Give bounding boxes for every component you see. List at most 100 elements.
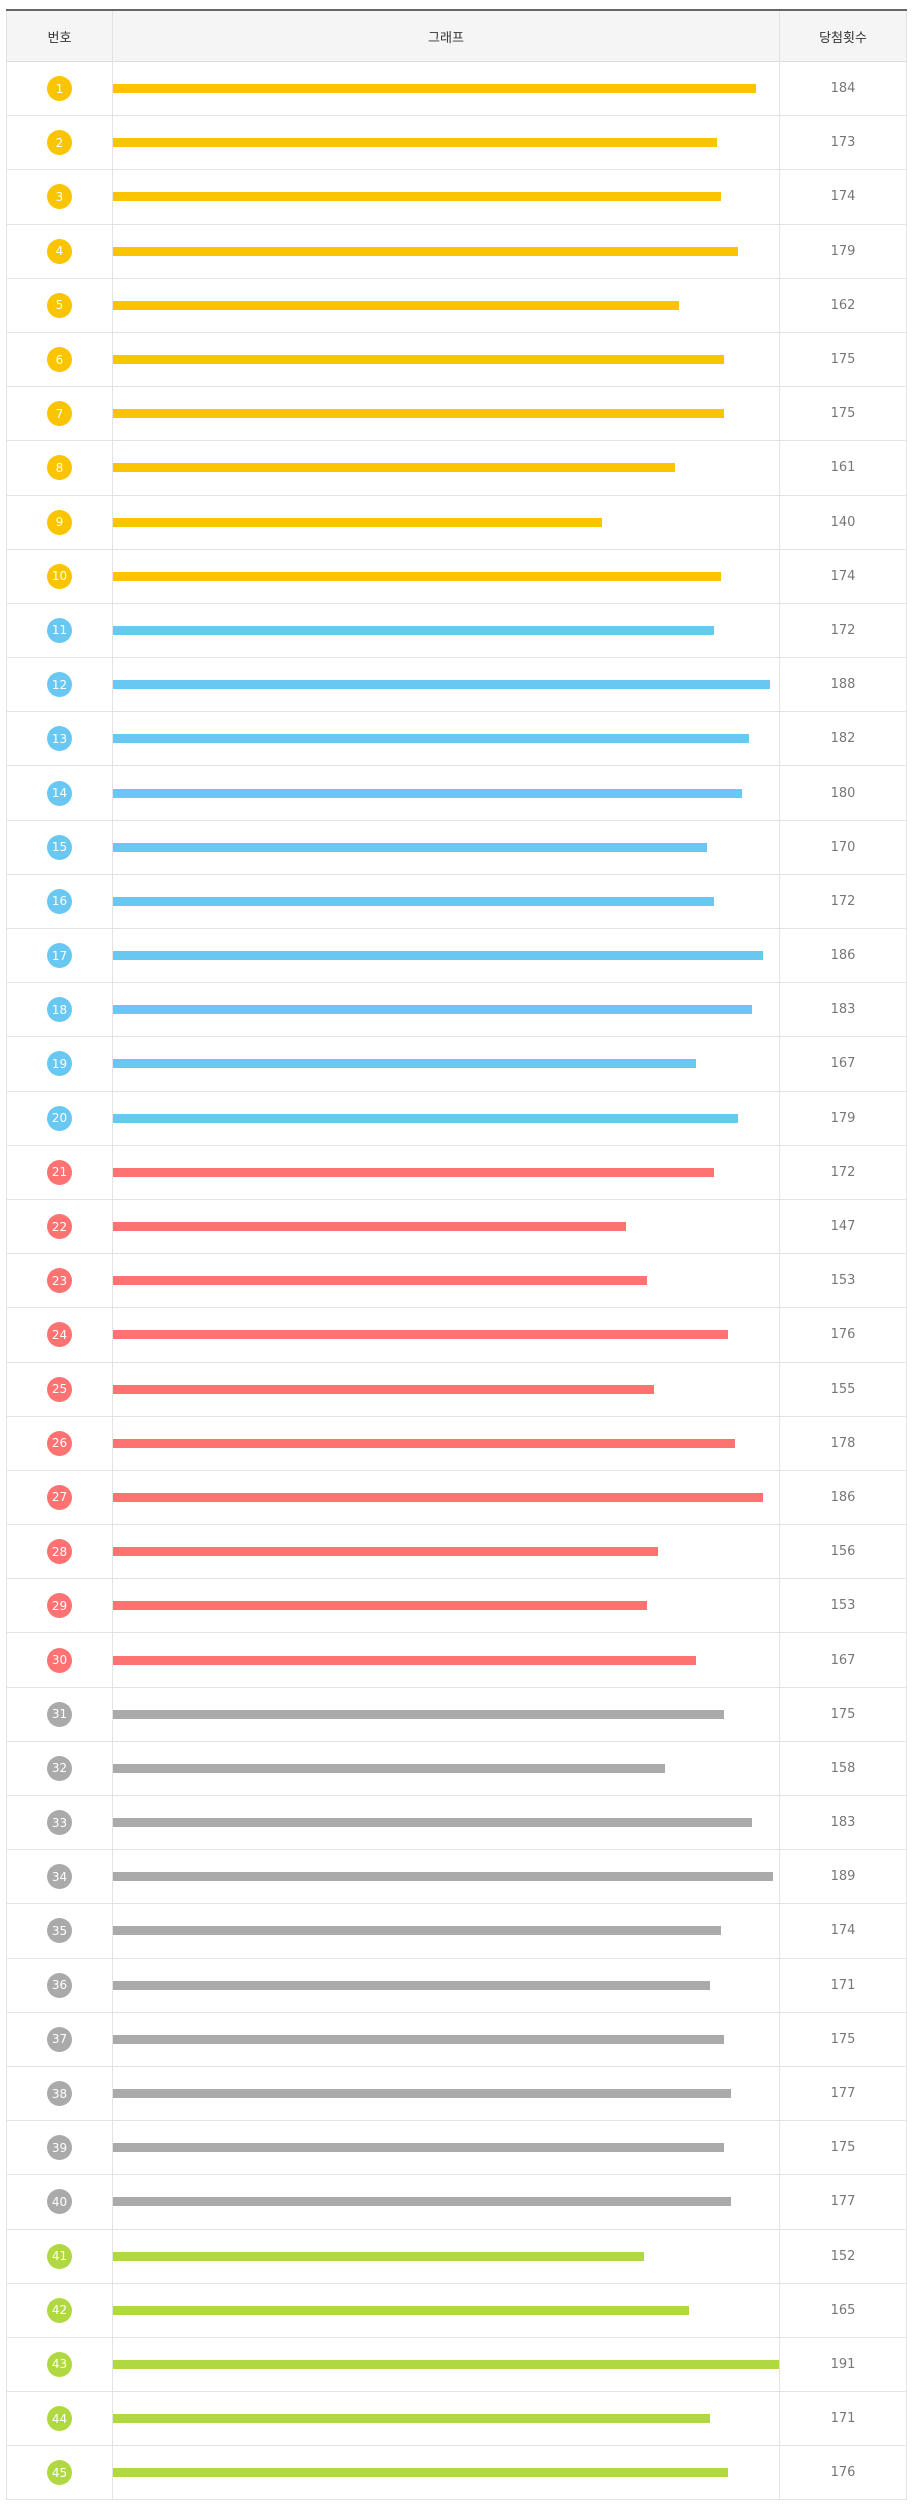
number-ball: 15 — [47, 834, 72, 860]
graph-cell — [112, 2283, 779, 2337]
header-cell: 당첨횟수 — [779, 11, 907, 61]
graph-cell — [112, 1199, 779, 1254]
data-row: 15 170 — [6, 820, 907, 875]
bar — [113, 2034, 725, 2044]
data-row: 32 158 — [6, 1741, 907, 1796]
count: 172 — [830, 622, 856, 638]
graph-cell — [112, 1904, 779, 1958]
count: 165 — [830, 2302, 856, 2318]
data-row: 37 175 — [6, 2012, 907, 2067]
number-cell: 15 — [6, 820, 112, 874]
data-row: 10 174 — [6, 549, 907, 604]
count: 172 — [830, 1164, 856, 1180]
number-ball: 22 — [47, 1214, 72, 1240]
count-cell: 175 — [779, 387, 907, 441]
number-cell: 40 — [6, 2175, 112, 2229]
number-ball: 35 — [47, 1918, 72, 1944]
graph-cell — [112, 441, 779, 495]
number-ball: 1 — [47, 76, 72, 102]
bar — [113, 1872, 774, 1882]
count-cell: 183 — [779, 1796, 907, 1850]
number-ball: 32 — [47, 1755, 72, 1781]
bar — [113, 1005, 753, 1015]
count: 153 — [830, 1273, 856, 1289]
number-cell: 17 — [6, 929, 112, 983]
graph-cell — [112, 2012, 779, 2066]
bar — [113, 2305, 690, 2315]
number-ball: 18 — [47, 997, 72, 1023]
count: 191 — [830, 2356, 856, 2372]
count: 174 — [830, 189, 856, 205]
number-cell: 38 — [6, 2066, 112, 2121]
bar — [113, 1709, 725, 1719]
number-ball: 38 — [47, 2081, 72, 2107]
number-ball: 16 — [47, 888, 72, 914]
data-row: 2 173 — [6, 116, 907, 171]
count: 176 — [830, 1327, 856, 1343]
bar — [113, 1384, 655, 1394]
bar — [113, 1330, 728, 1340]
bar — [113, 1059, 697, 1069]
number-ball: 7 — [47, 401, 72, 427]
count-cell: 173 — [779, 116, 907, 170]
number-ball: 27 — [47, 1484, 72, 1510]
bar — [113, 896, 714, 906]
graph-cell — [112, 1308, 779, 1362]
number-cell: 5 — [6, 278, 112, 332]
number-cell: 3 — [6, 170, 112, 224]
data-row: 16 172 — [6, 874, 907, 929]
count-cell: 182 — [779, 712, 907, 766]
count: 189 — [830, 1869, 856, 1885]
count-cell: 155 — [779, 1362, 907, 1416]
number-cell: 10 — [6, 549, 112, 603]
graph-cell — [112, 2175, 779, 2229]
count-cell: 186 — [779, 1470, 907, 1525]
number-ball: 5 — [47, 292, 72, 318]
count-cell: 186 — [779, 929, 907, 983]
number-cell: 16 — [6, 874, 112, 928]
number-cell: 32 — [6, 1741, 112, 1795]
bar — [113, 1655, 697, 1665]
data-row: 39 175 — [6, 2121, 907, 2176]
header-cell: 그래프 — [112, 11, 779, 61]
number-cell: 35 — [6, 1904, 112, 1958]
data-row: 6 175 — [6, 332, 907, 388]
graph-cell — [112, 495, 779, 549]
count: 177 — [830, 2194, 856, 2210]
count: 179 — [830, 243, 856, 259]
data-row: 33 183 — [6, 1796, 907, 1851]
count: 172 — [830, 893, 856, 909]
number-ball: 12 — [47, 672, 72, 698]
count: 173 — [830, 135, 856, 151]
number-ball: 34 — [47, 1864, 72, 1890]
bar — [113, 842, 707, 852]
count-cell: 174 — [779, 549, 907, 603]
count: 147 — [830, 1219, 856, 1235]
number-cell: 2 — [6, 116, 112, 170]
data-row: 18 183 — [6, 983, 907, 1038]
graph-cell — [112, 1145, 779, 1199]
data-row: 12 188 — [6, 658, 907, 713]
bar — [113, 300, 679, 310]
count: 177 — [830, 2086, 856, 2102]
graph-cell — [112, 2066, 779, 2121]
number-cell: 29 — [6, 1579, 112, 1633]
count-cell: 176 — [779, 2446, 907, 2500]
number-ball: 39 — [47, 2135, 72, 2161]
number-cell: 36 — [6, 1958, 112, 2012]
bar — [113, 2143, 725, 2153]
bar — [113, 2089, 732, 2099]
count-cell: 156 — [779, 1525, 907, 1579]
count: 176 — [830, 2465, 856, 2481]
count: 161 — [830, 460, 856, 476]
count: 175 — [830, 406, 856, 422]
number-cell: 25 — [6, 1362, 112, 1416]
count-cell: 178 — [779, 1416, 907, 1470]
number-cell: 43 — [6, 2337, 112, 2392]
number-ball: 23 — [47, 1268, 72, 1294]
number-cell: 8 — [6, 441, 112, 495]
bar — [113, 1763, 665, 1773]
number-ball: 31 — [47, 1701, 72, 1727]
number-ball: 10 — [47, 563, 72, 589]
count-cell: 183 — [779, 983, 907, 1037]
